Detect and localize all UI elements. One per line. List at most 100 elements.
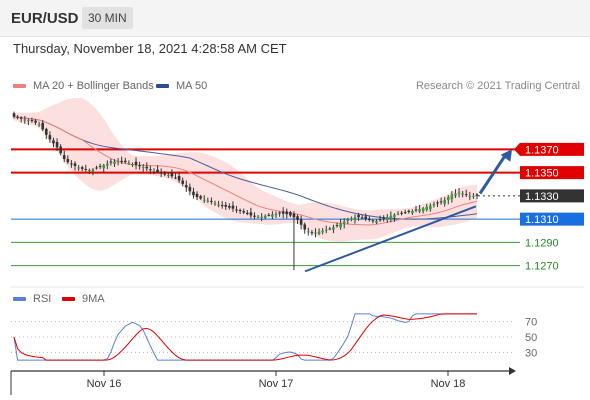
candle-body xyxy=(436,202,439,204)
candle-body xyxy=(238,209,242,212)
annotations xyxy=(304,149,512,273)
rsi-tick-label: 30 xyxy=(525,347,537,359)
candle-body xyxy=(307,231,310,233)
candle-body xyxy=(73,163,77,166)
candle-body xyxy=(192,191,195,196)
candle-body xyxy=(127,163,131,165)
candle-body xyxy=(120,160,123,162)
ma50-swatch xyxy=(156,84,169,88)
candle-body xyxy=(454,193,457,196)
candle-body xyxy=(195,193,199,198)
candle-body xyxy=(16,116,19,118)
candle-body xyxy=(80,167,84,169)
candle-body xyxy=(228,206,231,208)
candle-body xyxy=(220,205,224,207)
candle-body xyxy=(59,146,62,154)
candle-body xyxy=(210,200,213,202)
ma50-line xyxy=(13,116,478,220)
rsi-ma-swatch xyxy=(62,297,75,301)
candle-body xyxy=(77,167,80,169)
candle-body xyxy=(342,221,346,224)
level-label: 1.1310 xyxy=(525,214,559,226)
candle-body xyxy=(310,232,314,234)
candle-body xyxy=(55,142,59,148)
candle-body xyxy=(52,140,55,144)
x-tick-label: Nov 16 xyxy=(87,378,122,390)
candle-body xyxy=(439,201,443,203)
candle-body xyxy=(19,117,23,119)
timestamp: Thursday, November 18, 2021 4:28:58 AM C… xyxy=(13,41,287,56)
level-label: 1.1290 xyxy=(525,237,559,249)
candle-body xyxy=(202,199,206,201)
legend-ma20-label: MA 20 + Bollinger Bands xyxy=(33,80,154,92)
candle-body xyxy=(159,172,163,174)
trendline xyxy=(304,205,477,273)
candle-body xyxy=(231,205,235,209)
candle-body xyxy=(278,212,281,214)
candle-body xyxy=(30,120,34,122)
candle-body xyxy=(163,173,167,175)
candle-body xyxy=(23,119,27,121)
candle-body xyxy=(12,113,16,117)
candle-body xyxy=(317,231,321,234)
candle-body xyxy=(403,212,407,214)
legend-ma50: MA 50 xyxy=(156,80,207,92)
candle-body xyxy=(181,180,184,184)
candle-body xyxy=(141,166,145,168)
candle-body xyxy=(184,185,188,188)
candle-body xyxy=(170,172,174,177)
moving-averages xyxy=(13,116,478,226)
candle-body xyxy=(421,208,425,212)
candle-body xyxy=(371,220,375,222)
candle-body xyxy=(450,194,454,200)
projection-arrow-shaft xyxy=(478,153,508,195)
candle-body xyxy=(156,169,159,172)
candle-body xyxy=(303,224,307,230)
candle-body xyxy=(446,197,450,201)
ma20-line xyxy=(13,116,478,226)
candle-body xyxy=(177,176,181,181)
candle-body xyxy=(364,216,368,220)
candle-body xyxy=(382,217,385,219)
candlesticks xyxy=(12,111,479,271)
rsi-panel: 70 50 30 xyxy=(11,313,537,361)
candle-body xyxy=(217,204,220,206)
level-box-resistance xyxy=(520,166,584,180)
candle-body xyxy=(389,215,393,220)
candle-body xyxy=(411,211,414,214)
level-label: 1.1370 xyxy=(525,144,559,156)
bollinger-bands xyxy=(14,97,477,242)
legend-ma20: MA 20 + Bollinger Bands xyxy=(13,80,154,92)
candle-body xyxy=(368,218,371,221)
candle-body xyxy=(242,211,246,213)
projection-arrow-head xyxy=(500,149,512,162)
candle-body xyxy=(332,227,335,230)
candle-body xyxy=(464,194,468,196)
candle-body xyxy=(472,195,475,197)
candle-body xyxy=(253,215,256,217)
candle-body xyxy=(457,192,461,194)
candle-body xyxy=(271,214,274,217)
candle-body xyxy=(429,205,432,210)
candle-body xyxy=(48,135,52,140)
candle-body xyxy=(443,200,446,204)
candle-body xyxy=(350,218,353,220)
candle-body xyxy=(27,119,30,121)
candle-body xyxy=(321,230,324,233)
candle-body xyxy=(188,186,192,192)
candle-body xyxy=(206,200,210,202)
candle-body xyxy=(113,161,116,165)
candle-body xyxy=(393,214,396,218)
legend-rsi-ma: 9MA xyxy=(62,293,105,305)
candle-body xyxy=(37,124,41,126)
timeframe-button[interactable]: 30 MIN xyxy=(82,7,133,29)
candle-body xyxy=(145,166,149,169)
candle-body xyxy=(91,169,95,173)
candle-body xyxy=(149,169,152,171)
symbol-title: EUR/USD xyxy=(11,10,79,27)
candle-body xyxy=(292,213,296,218)
candle-body xyxy=(245,212,249,214)
bollinger-band-fill xyxy=(14,97,477,242)
candle-body xyxy=(123,160,127,163)
candle-body xyxy=(281,211,285,214)
